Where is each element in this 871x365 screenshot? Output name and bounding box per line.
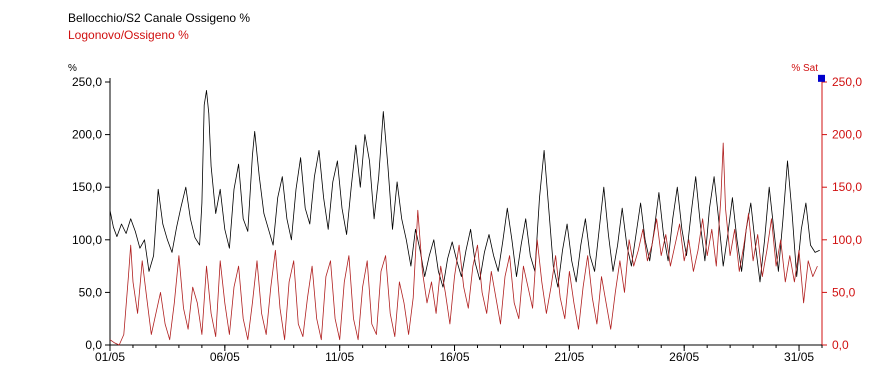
x-tick-label: 06/05 [210,350,240,364]
left-tick-label: 100,0 [72,233,102,247]
right-tick-label: 250,0 [832,75,862,89]
left-tick-label: 250,0 [72,75,102,89]
right-tick-label: 200,0 [832,128,862,142]
series-line-logonovo [109,142,818,346]
series-marker [818,74,825,82]
left-tick-label: 200,0 [72,128,102,142]
legend-entry-bellocchio: Bellocchio/S2 Canale Ossigeno % [68,11,251,25]
x-tick-label: 31/05 [784,350,814,364]
left-axis-unit: % [68,63,77,74]
right-axis-unit: % Sat [791,63,818,74]
right-tick-label: 150,0 [832,180,862,194]
left-tick-label: 150,0 [72,180,102,194]
left-tick-label: 50,0 [79,285,103,299]
x-tick-label: 26/05 [669,350,699,364]
right-tick-label: 100,0 [832,233,862,247]
left-ticks: 0,0 50,0 100,0 150,0 200,0 250,0 [72,75,110,352]
x-ticks: 01/05 06/05 11/05 16/05 21/05 26/05 31/05 [95,345,823,364]
left-tick-label: 0,0 [85,338,102,352]
series-line-bellocchio [109,90,820,288]
x-tick-label: 01/05 [95,350,125,364]
legend-entry-logonovo: Logonovo/Ossigeno % [68,28,189,42]
legend: Bellocchio/S2 Canale Ossigeno % Logonovo… [68,10,250,44]
x-tick-label: 16/05 [440,350,470,364]
right-tick-label: 0,0 [832,338,849,352]
right-tick-label: 50,0 [832,285,856,299]
x-tick-label: 11/05 [325,350,354,364]
series-group [109,74,825,346]
right-ticks: 0,0 50,0 100,0 150,0 200,0 250,0 [822,75,862,352]
x-tick-label: 21/05 [554,350,584,364]
